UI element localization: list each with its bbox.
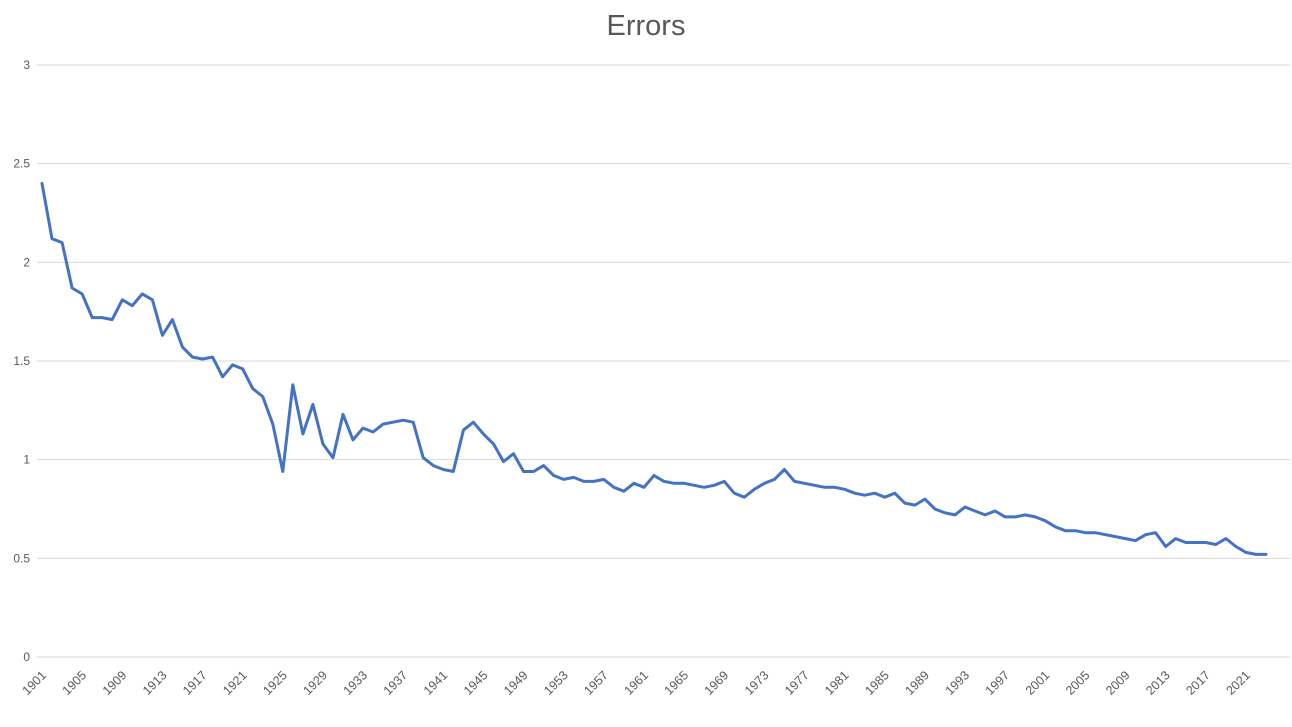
x-tick-label: 1913 (140, 668, 170, 698)
x-tick-label: 2013 (1143, 668, 1173, 698)
x-tick-label: 1977 (782, 668, 812, 698)
y-tick-label: 0 (23, 650, 30, 664)
x-tick-label: 1921 (220, 668, 250, 698)
x-tick-label: 1945 (461, 668, 491, 698)
x-tick-label: 1937 (381, 668, 411, 698)
x-tick-label: 1993 (943, 668, 973, 698)
x-tick-label: 1961 (622, 668, 652, 698)
series-line (40, 181, 1268, 556)
gridlines (37, 64, 1290, 658)
y-tick-label: 2 (23, 255, 30, 269)
x-tick-label: 2021 (1223, 668, 1253, 698)
chart-title: Errors (606, 10, 686, 42)
y-tick-label: 1 (23, 453, 30, 467)
x-tick-label: 1957 (581, 668, 611, 698)
x-tick-label: 1973 (742, 668, 772, 698)
x-tick-label: 1905 (60, 668, 90, 698)
x-tick-label: 2009 (1103, 668, 1133, 698)
y-tick-label: 1.5 (13, 354, 30, 368)
x-tick-label: 1917 (180, 668, 210, 698)
y-tick-label: 0.5 (13, 551, 30, 565)
x-tick-label: 1929 (300, 668, 330, 698)
x-tick-label: 1969 (702, 668, 732, 698)
x-tick-label: 2017 (1183, 668, 1213, 698)
x-tick-label: 1901 (20, 668, 50, 698)
x-tick-label: 1909 (100, 668, 130, 698)
y-tick-label: 3 (23, 58, 30, 72)
x-tick-label: 1989 (902, 668, 932, 698)
x-tick-label: 2005 (1063, 668, 1093, 698)
x-tick-label: 1941 (421, 668, 451, 698)
x-tick-label: 2001 (1023, 668, 1053, 698)
x-tick-label: 1953 (541, 668, 571, 698)
x-tick-label: 1997 (983, 668, 1013, 698)
x-tick-label: 1925 (260, 668, 290, 698)
x-tick-label: 1981 (822, 668, 852, 698)
x-tick-label: 1933 (341, 668, 371, 698)
x-tick-label: 1949 (501, 668, 531, 698)
y-axis-labels: 0 0.5 1 1.5 2 2.5 3 (13, 58, 30, 664)
x-tick-label: 1965 (662, 668, 692, 698)
y-tick-label: 2.5 (13, 157, 30, 171)
x-tick-label: 1985 (862, 668, 892, 698)
x-axis-labels: 1901 1905 1909 1913 1917 1921 1925 1929 1933 1937… (20, 668, 1253, 698)
